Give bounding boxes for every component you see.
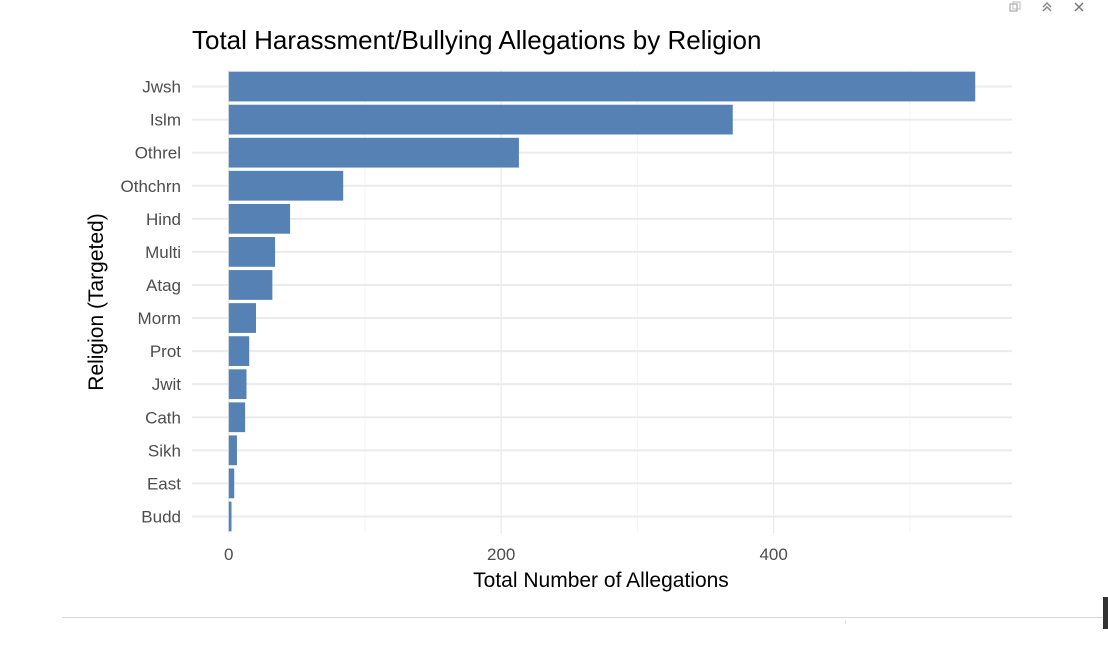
bar-budd	[228, 501, 232, 532]
bar-othchrn	[228, 170, 344, 201]
y-tick-label: Othrel	[135, 144, 181, 163]
resize-handle[interactable]	[1103, 597, 1108, 629]
y-axis-label: Religion (Targeted)	[85, 213, 108, 390]
y-tick-label: Prot	[150, 342, 181, 361]
x-tick-label: 400	[759, 545, 787, 564]
bar-prot	[228, 336, 250, 366]
bar-east	[228, 468, 235, 499]
y-tick-label: Cath	[145, 408, 181, 427]
bar-sikh	[228, 435, 237, 466]
y-tick-label: Islm	[150, 111, 181, 130]
y-tick-label: East	[147, 474, 181, 493]
bar-cath	[228, 402, 246, 433]
chart-title: Total Harassment/Bullying Allegations by…	[192, 25, 761, 55]
bar-jwit	[228, 369, 247, 400]
y-tick-label: Hind	[146, 210, 181, 229]
y-tick-labels: Jwsh Islm Othrel Othchrn Hind Multi Atag Morm Pr…	[121, 78, 182, 527]
bar-islm	[228, 104, 733, 135]
gridlines	[192, 70, 1012, 533]
y-tick-label: Sikh	[148, 441, 181, 460]
bar-othrel	[228, 137, 519, 168]
window-controls	[1008, 0, 1086, 14]
y-tick-label: Budd	[141, 507, 181, 526]
bar-atag	[228, 270, 273, 300]
bar-morm	[228, 303, 257, 333]
bar-hind	[228, 203, 291, 234]
close-icon[interactable]	[1072, 0, 1086, 14]
y-tick-label: Morm	[138, 309, 181, 328]
bar-multi	[228, 237, 276, 267]
x-tick-label: 0	[224, 545, 233, 564]
x-axis-label: Total Number of Allegations	[473, 569, 729, 592]
bottom-divider	[62, 617, 1108, 618]
x-tick-label: 200	[487, 545, 515, 564]
bars	[228, 71, 976, 532]
restore-icon[interactable]	[1008, 0, 1022, 14]
y-tick-label: Multi	[145, 243, 181, 262]
collapse-icon[interactable]	[1040, 0, 1054, 14]
divider-tick	[845, 620, 846, 624]
y-tick-label: Atag	[146, 276, 181, 295]
bar-jwsh	[228, 71, 976, 102]
y-tick-label: Othchrn	[121, 177, 181, 196]
y-tick-label: Jwit	[152, 375, 182, 394]
x-tick-labels: 0 200 400	[224, 545, 788, 564]
y-tick-label: Jwsh	[142, 78, 181, 97]
